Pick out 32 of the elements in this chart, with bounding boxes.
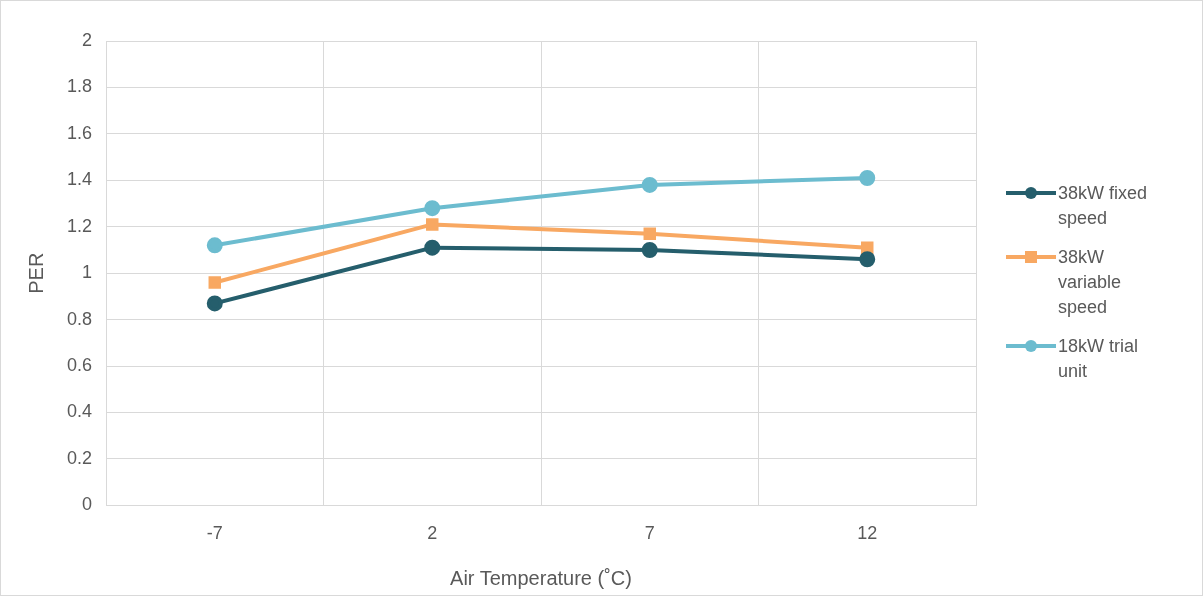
y-tick-label: 0.8: [66, 308, 93, 329]
point: [641, 241, 658, 258]
point: [424, 239, 441, 256]
x-tick-label: 7: [644, 523, 655, 544]
x-tick-label: -7: [206, 523, 223, 544]
y-tick-label: 2: [82, 29, 93, 50]
point: [424, 200, 441, 217]
y-axis-title: PER: [24, 252, 47, 294]
y-tick-label: 1.4: [66, 169, 93, 190]
point: [861, 241, 874, 254]
point: [641, 176, 658, 193]
x-tick-label: 12: [857, 523, 878, 544]
y-tick-label: 0.6: [66, 355, 93, 376]
point: [206, 237, 223, 254]
point: [426, 218, 439, 231]
legend-label: 38kW fixed speed: [1058, 182, 1149, 230]
x-tick-label: 2: [427, 523, 438, 544]
y-tick-label: 1.6: [66, 122, 93, 143]
point: [859, 170, 876, 186]
y-tick-label: 0.2: [66, 447, 93, 468]
y-tick-label: 0: [82, 494, 93, 515]
point: [206, 295, 223, 312]
y-tick-label: 1: [82, 262, 93, 283]
point: [643, 227, 656, 240]
point: [208, 276, 222, 289]
x-axis-title: Air Temperature (˚C): [450, 566, 632, 589]
legend-label: 18kW trial unit: [1058, 335, 1139, 383]
y-tick-label: 1.2: [66, 215, 93, 236]
legend-label: 38kW variable speed: [1058, 246, 1123, 319]
y-tick-label: 0.4: [66, 401, 93, 422]
point: [859, 251, 876, 268]
y-tick-label: 1.8: [66, 76, 93, 97]
